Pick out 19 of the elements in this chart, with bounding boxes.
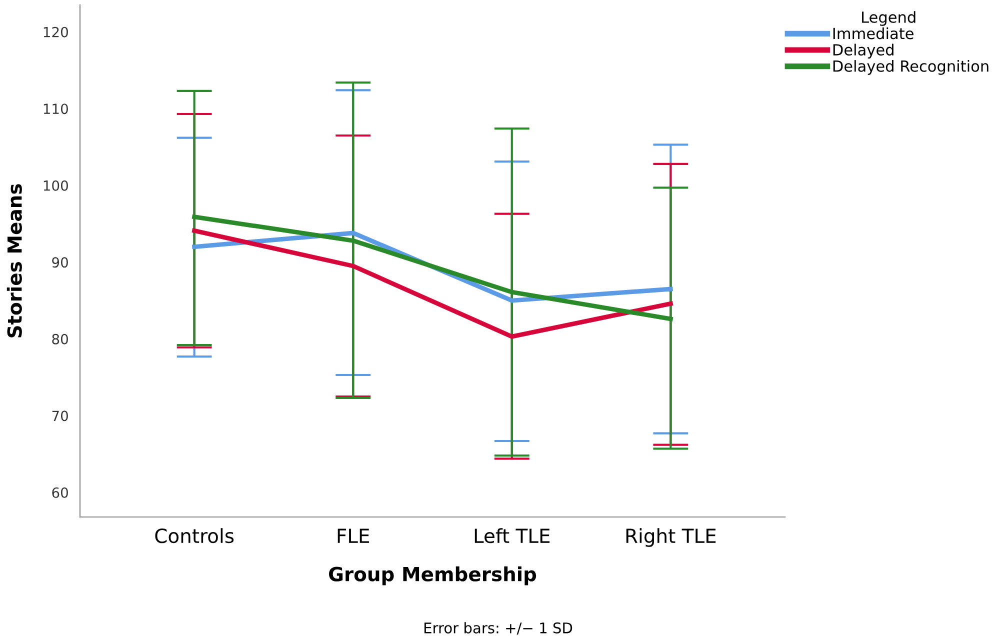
legend-label: Immediate (833, 27, 914, 40)
legend-title: Legend (862, 11, 916, 26)
x-tick-label: FLE (338, 528, 370, 543)
legend-label: Delayed Recognition (833, 60, 988, 75)
y-tick-label: 110 (44, 104, 68, 114)
y-tick-label: 80 (52, 334, 68, 344)
y-tick-label: 100 (44, 180, 68, 191)
y-tick-label: 120 (44, 26, 68, 38)
x-tick-label: Controls (155, 528, 234, 544)
legend-label: Delayed (833, 44, 894, 59)
y-tick-label: 60 (52, 487, 68, 498)
y-tick-label: 70 (52, 410, 68, 422)
line-series (192, 228, 673, 339)
y-tick-label: 90 (52, 257, 68, 268)
x-tick-label: Right TLE (626, 528, 716, 547)
x-tick-label: Left TLE (474, 528, 550, 544)
text: Error bars: +/− 1 SD (424, 622, 572, 635)
x-axis-title: Group Membership (329, 566, 536, 586)
y-axis-title: Stories Means (6, 184, 22, 338)
